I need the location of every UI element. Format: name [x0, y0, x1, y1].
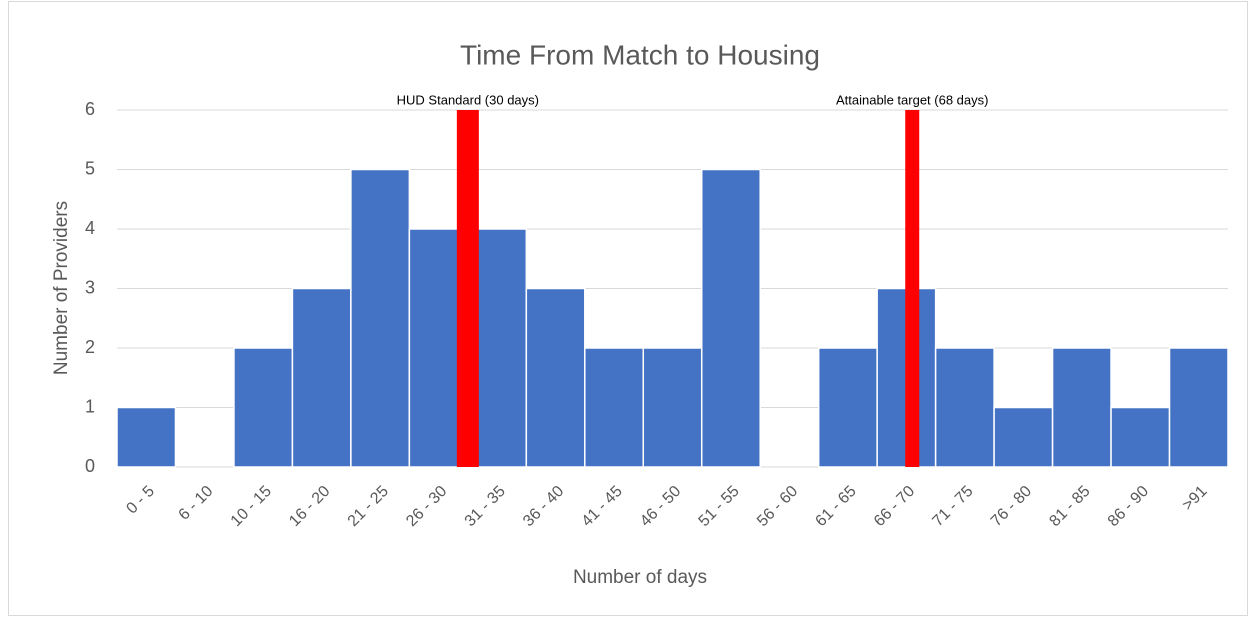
- bar: [1110, 406, 1171, 468]
- bar: [1051, 347, 1112, 468]
- bar: [116, 406, 177, 468]
- bar: [233, 347, 294, 468]
- bar: [700, 168, 761, 468]
- x-axis-title: Number of days: [573, 567, 707, 588]
- bar: [291, 287, 352, 468]
- reference-label: HUD Standard (30 days): [397, 92, 539, 107]
- bar: [525, 287, 586, 468]
- bar: [642, 347, 703, 468]
- y-tick-label: 6: [85, 99, 95, 119]
- y-tick-label: 0: [85, 456, 95, 476]
- chart-title: Time From Match to Housing: [460, 39, 820, 70]
- y-axis-title: Number of Providers: [51, 201, 72, 375]
- reference-bar: [905, 110, 920, 467]
- bar: [817, 347, 878, 468]
- y-tick-label: 3: [85, 277, 95, 297]
- chart-border: [8, 1, 1248, 616]
- bar: [1168, 347, 1229, 468]
- reference-label: Attainable target (68 days): [836, 92, 988, 107]
- bar: [350, 168, 411, 468]
- y-tick-label: 2: [85, 337, 95, 357]
- bar: [584, 347, 645, 468]
- bar: [934, 347, 995, 468]
- y-tick-label: 4: [85, 218, 95, 238]
- bar: [993, 406, 1054, 468]
- y-tick-label: 5: [85, 158, 95, 178]
- reference-bar: [456, 110, 479, 467]
- y-tick-label: 1: [85, 396, 95, 416]
